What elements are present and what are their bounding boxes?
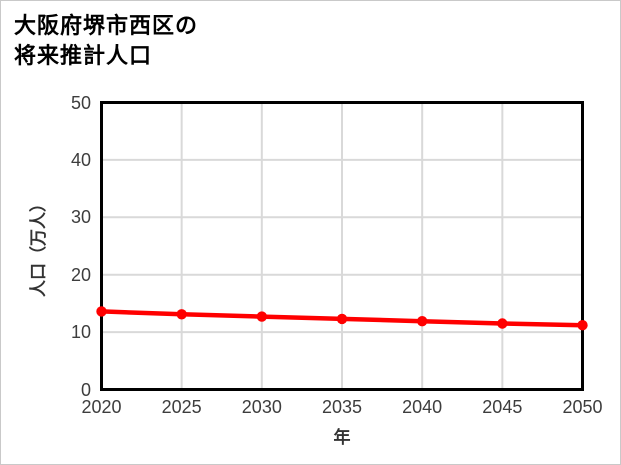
y-axis-title: 人口（万人） [29,195,48,297]
data-point-marker [577,320,588,331]
data-point-marker [96,306,107,317]
plot-area [96,101,588,391]
line-chart-canvas [96,104,588,388]
data-point-marker [176,309,187,320]
x-tick-label: 2045 [482,397,523,417]
y-tick-label: 40 [70,149,91,170]
x-tick-label: 2030 [241,397,282,417]
chart-title: 大阪府堺市西区の 将来推計人口 [14,11,198,71]
y-tick-label: 10 [70,322,91,343]
y-tick-label: 20 [70,264,91,285]
chart-title-line1: 大阪府堺市西区の [14,13,199,38]
gridlines [103,104,581,388]
chart-title-line2: 将来推計人口 [14,43,153,68]
x-axis-title: 年 [333,428,351,447]
y-tick-label: 50 [70,92,91,113]
data-point-marker [336,313,348,325]
data-point-marker [256,311,268,322]
data-point-markers [96,306,588,331]
x-tick-label: 2025 [161,397,202,417]
x-tick-label: 2035 [321,397,363,417]
y-tick-label: 30 [70,207,91,228]
data-point-marker [416,315,428,327]
y-tick-label: 0 [80,379,91,400]
x-tick-label: 2020 [81,397,122,417]
x-tick-label: 2050 [562,397,603,417]
x-tick-label: 2040 [402,397,443,417]
data-point-marker [497,318,508,329]
